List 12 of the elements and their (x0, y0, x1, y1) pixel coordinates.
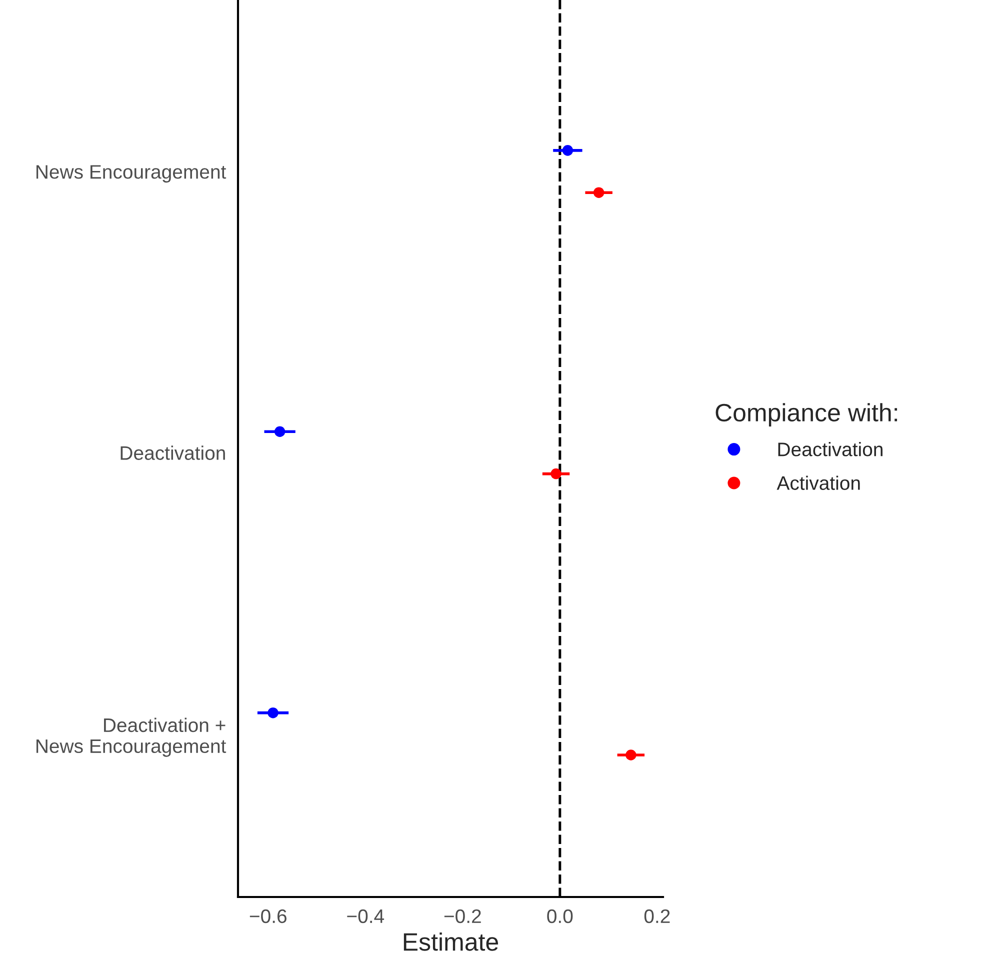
legend-title: Compiance with: (716, 403, 898, 426)
legend-label: Deactivation (778, 442, 882, 456)
x-tick-label: −0.6 (250, 909, 286, 924)
y-tick-label: Deactivation + News Encouragement (36, 718, 226, 757)
x-tick-label: −0.2 (444, 909, 481, 924)
x-axis-title: Estimate (404, 932, 498, 951)
legend-label: Activation (776, 476, 860, 490)
y-tick-label: News Encouragement (36, 165, 226, 183)
x-tick-label: 0.2 (644, 909, 670, 924)
x-tick-label: −0.4 (347, 909, 384, 924)
x-tick-label: 0.0 (547, 909, 573, 924)
y-tick-label: Deactivation (120, 446, 225, 460)
